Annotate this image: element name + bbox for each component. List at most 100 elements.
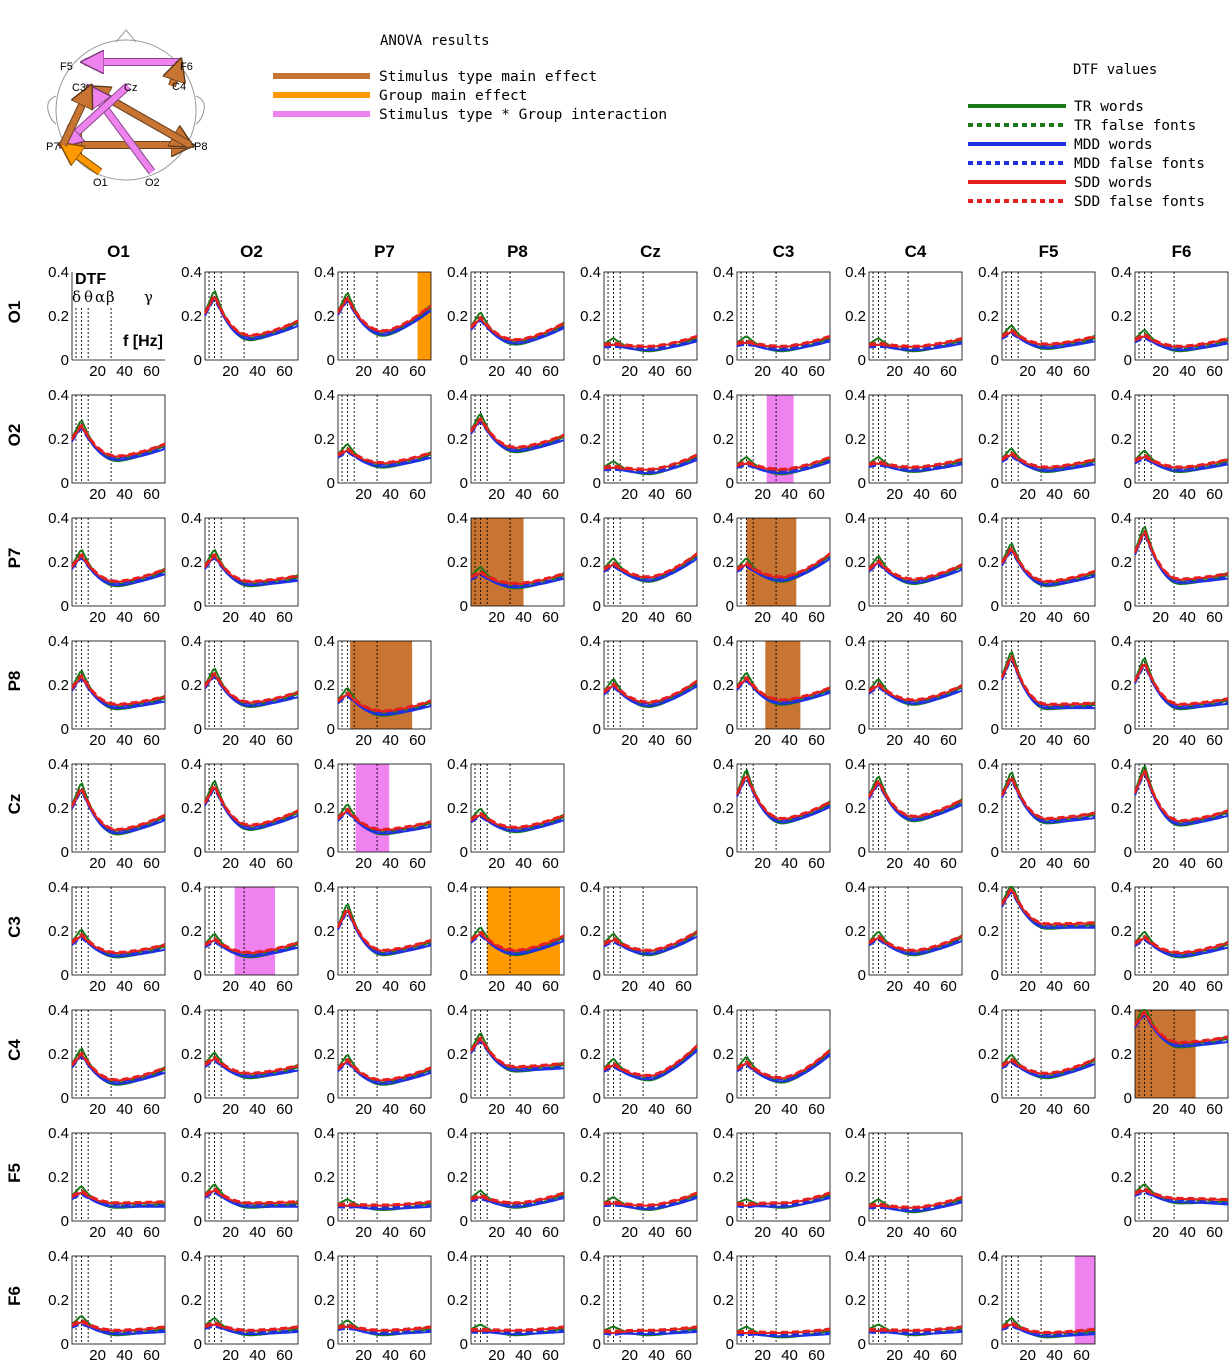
y-tick-label: 0.2 [48,1046,69,1063]
y-tick-label: 0.4 [314,1002,335,1019]
x-tick-label: 20 [621,978,638,995]
y-tick-label: 0 [194,1336,202,1353]
col-title-o2: O2 [240,242,263,261]
y-tick-label: 0.2 [48,308,69,325]
x-tick-label: 20 [222,1224,239,1241]
x-tick-label: 60 [1073,855,1090,872]
series-line-sdd-words [1001,330,1096,346]
panel-cz-to-p8: 0 0.2 0.4 20 40 60 [447,756,565,872]
series-line-sdd-words [470,814,565,829]
x-tick-label: 60 [542,1101,559,1118]
x-tick-label: 60 [808,609,825,626]
x-tick-label: 20 [355,978,372,995]
x-tick-label: 20 [488,1224,505,1241]
y-tick-label: 0.4 [713,1002,734,1019]
y-tick-label: 0.4 [314,387,335,404]
series-line-tr-false-fonts [204,1055,299,1077]
axes-box [603,394,698,484]
y-tick-label: 0.2 [48,1292,69,1309]
panel-cz-to-c4: 0 0.2 0.4 20 40 60 [845,756,963,872]
series-line-mdd-false-fonts [736,680,831,703]
row-title-cz: Cz [5,794,24,815]
x-tick-label: 40 [913,978,930,995]
x-tick-label: 40 [1046,732,1063,749]
annotation-band-label: θ [84,288,93,306]
x-tick-label: 20 [222,1347,239,1364]
y-tick-label: 0.4 [1111,1002,1132,1019]
axes-box [1001,640,1096,730]
x-tick-label: 20 [222,855,239,872]
axes-box [603,886,698,976]
panel-c4-to-o1: 0 0.2 0.4 20 40 60 [48,1002,166,1118]
series-line-sdd-words [868,458,963,469]
anova-legend-label-stimulus-type-group-interaction: Stimulus type * Group interaction [379,107,667,123]
y-tick-label: 0.2 [181,1169,202,1186]
x-tick-label: 20 [89,732,106,749]
y-tick-label: 0.2 [314,800,335,817]
y-tick-label: 0.4 [978,756,999,773]
x-tick-label: 20 [222,363,239,380]
x-tick-label: 40 [781,1347,798,1364]
panel-p7-to-p8: 0 0.2 0.4 20 40 60 [447,510,565,626]
panel-f6-to-cz: 0 0.2 0.4 20 40 60 [580,1248,698,1364]
y-tick-label: 0 [991,721,999,738]
significance-patch-stimulus [765,641,801,729]
x-tick-label: 40 [913,486,930,503]
x-tick-label: 40 [648,363,665,380]
series-line-sdd-words [1134,1189,1229,1202]
x-tick-label: 20 [355,1224,372,1241]
x-tick-label: 40 [382,978,399,995]
x-tick-label: 60 [1073,486,1090,503]
x-tick-label: 20 [89,1101,106,1118]
y-tick-label: 0 [61,844,69,861]
series-line-mdd-false-fonts [470,1329,565,1335]
series-line-sdd-words [71,425,166,458]
y-tick-label: 0.4 [48,1002,69,1019]
x-tick-label: 40 [1046,1347,1063,1364]
y-tick-label: 0.4 [845,510,866,527]
axes-box [603,1132,698,1222]
y-tick-label: 0.2 [1111,923,1132,940]
x-tick-label: 60 [1073,1347,1090,1364]
series-line-mdd-false-fonts [603,556,698,580]
x-tick-label: 60 [940,978,957,995]
panel-o1-to-f6: 0 0.2 0.4 20 40 60 [1111,264,1229,380]
y-tick-label: 0.2 [48,677,69,694]
axis-annotation: 0 0.2 0.4 20 40 60 DTF f [Hz] δ θ α β γ [48,264,165,380]
x-tick-label: 60 [1206,732,1223,749]
x-tick-label: 40 [249,978,266,995]
y-tick-label: 0.4 [580,879,601,896]
x-tick-label: 20 [89,855,106,872]
series-line-sdd-words [337,449,432,465]
axes-box [1134,1132,1229,1222]
axes-box [470,886,565,976]
panel-p7-to-f6: 0 0.2 0.4 20 40 60 [1111,510,1229,626]
panel-c3-to-f5: 0 0.2 0.4 20 40 60 [978,879,1096,995]
panel-o2-to-c3: 0 0.2 0.4 20 40 60 [713,387,831,503]
x-tick-label: 60 [1073,1101,1090,1118]
y-tick-label: 0 [194,1090,202,1107]
panel-c4-to-p7: 0 0.2 0.4 20 40 60 [314,1002,432,1118]
series-line-sdd-false-fonts [603,679,698,703]
panel-c3-to-c4: 0 0.2 0.4 20 40 60 [845,879,963,995]
y-tick-label: 0.2 [713,1292,734,1309]
panel-o1-to-c4: 0 0.2 0.4 20 40 60 [845,264,963,380]
head-arrow-o2-to-c3 [90,88,155,174]
x-tick-label: 20 [222,732,239,749]
y-tick-label: 0.2 [1111,308,1132,325]
series-line-sdd-words [71,1191,166,1205]
axes-box [204,640,299,730]
x-tick-label: 20 [1019,855,1036,872]
y-tick-label: 0 [991,598,999,615]
axes-box [204,886,299,976]
y-tick-label: 0.4 [978,264,999,281]
head-electrode-label-c4: C4 [172,81,186,93]
significance-patch-interaction [355,764,390,852]
series-line-tr-words [1134,764,1229,827]
axes-box [1134,763,1229,853]
y-tick-label: 0.2 [48,431,69,448]
axes-box [868,763,963,853]
x-tick-label: 20 [754,1347,771,1364]
series-line-sdd-false-fonts [603,1044,698,1076]
y-tick-label: 0 [194,844,202,861]
